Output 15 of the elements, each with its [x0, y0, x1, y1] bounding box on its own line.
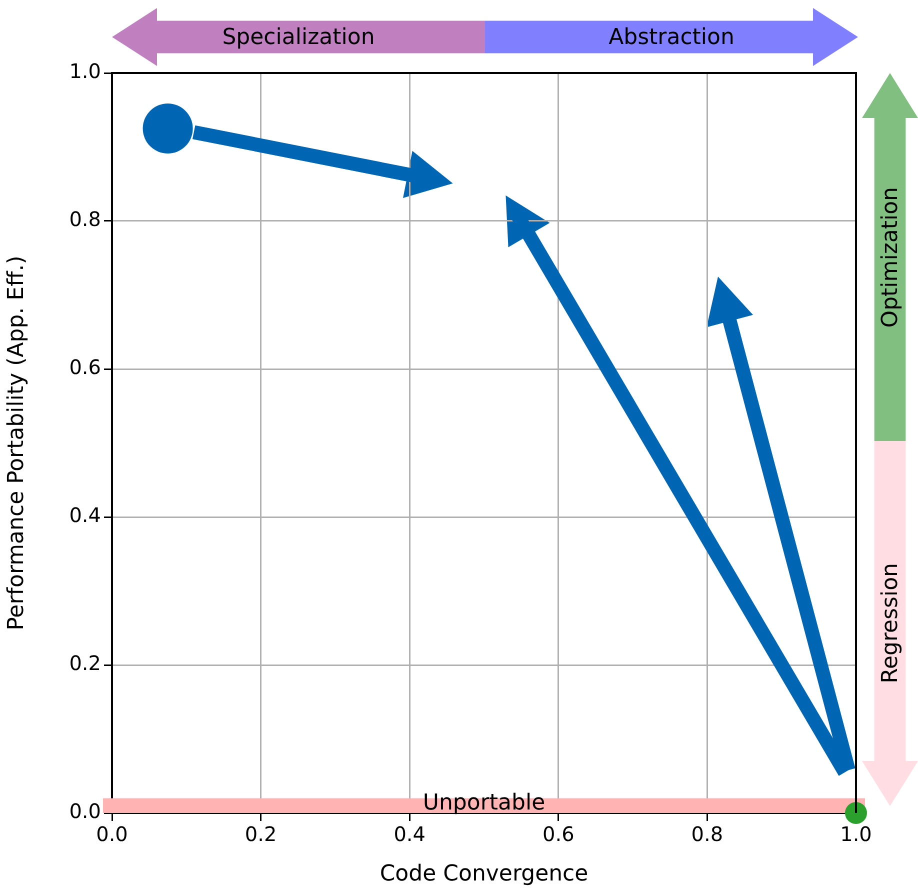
y-tick-label: 0.6: [69, 355, 101, 380]
x-tick-label: 0.0: [96, 822, 128, 846]
x-tick-label: 0.8: [691, 822, 724, 846]
y-tick-label: 0.4: [69, 503, 101, 528]
y-axis-title: Performance Portability (App. Eff.): [4, 256, 29, 630]
y-tick-label: 0.8: [69, 207, 101, 232]
x-tick-label: 0.2: [244, 822, 277, 846]
y-tick-label: 1.0: [69, 59, 101, 84]
y-tick-label: 0.0: [69, 799, 101, 824]
x-tick-label: 0.4: [394, 822, 426, 846]
x-tick-label: 0.6: [542, 822, 574, 846]
x-tick-label: 1.0: [840, 822, 872, 846]
x-axis-title: Code Convergence: [380, 862, 588, 887]
y-tick-label: 0.2: [69, 651, 101, 676]
band-label: Unportable: [422, 790, 546, 816]
